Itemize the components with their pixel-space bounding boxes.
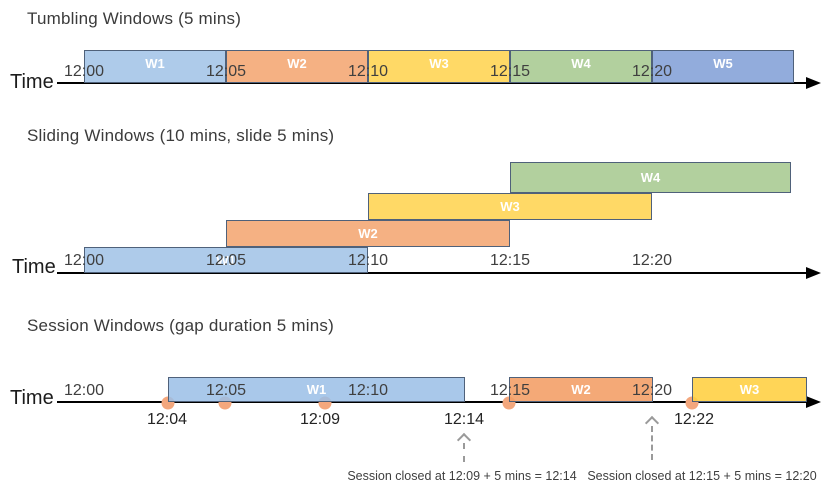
tumbling-timeline [57, 82, 807, 84]
tumbling-tick-1205: 12:05 [205, 63, 247, 80]
dashed-callout-line [651, 426, 653, 460]
window-label: W3 [429, 56, 449, 71]
sliding-timeline [57, 272, 807, 274]
sliding-window-w1: W1 [84, 247, 368, 273]
window-label: W2 [571, 382, 591, 397]
session-window-w1: W1 [168, 377, 465, 402]
sliding-tick-1215: 12:15 [489, 252, 531, 269]
tumbling-tick-1210: 12:10 [347, 63, 389, 80]
sliding-time-axis-label: Time [12, 256, 56, 278]
sliding-tick-1210: 12:10 [347, 252, 389, 269]
sliding-tick-1205: 12:05 [205, 252, 247, 269]
tumbling-tick-1215: 12:15 [489, 63, 531, 80]
window-label: W4 [571, 56, 591, 71]
window-label: W1 [145, 56, 165, 71]
tumbling-window-w1: W1 [84, 50, 226, 83]
session-window-w3: W3 [692, 377, 807, 402]
session-tick-1215: 12:15 [489, 382, 531, 399]
event-label-1204: 12:04 [146, 411, 188, 428]
tumbling-window-w2: W2 [226, 50, 368, 83]
window-label: W5 [713, 56, 733, 71]
dashed-callout-line [463, 443, 465, 462]
session-time-axis-label: Time [10, 387, 54, 409]
window-label: W1 [216, 252, 236, 268]
session-timeline [57, 401, 807, 403]
session-tick-1200: 12:00 [63, 382, 105, 399]
sliding-timeline-arrowhead-icon [806, 267, 821, 279]
session-tick-1205: 12:05 [205, 382, 247, 399]
tumbling-window-w5: W5 [652, 50, 794, 83]
sliding-window-w3: W3 [368, 193, 652, 220]
sliding-window-w4: W4 [510, 162, 791, 193]
window-label: W3 [500, 199, 520, 214]
tumbling-tick-1220: 12:20 [631, 63, 673, 80]
window-label: W4 [640, 170, 661, 185]
window-label: W1 [306, 382, 327, 397]
session-window-w2: W2 [509, 377, 653, 402]
sliding-window-w2: W2 [226, 220, 510, 247]
sliding-section-title: Sliding Windows (10 mins, slide 5 mins) [27, 126, 335, 145]
event-label-1222: 12:22 [673, 411, 715, 428]
tumbling-section-title: Tumbling Windows (5 mins) [27, 9, 242, 28]
event-label-1214: 12:14 [443, 411, 485, 428]
session-tick-1220: 12:20 [631, 382, 673, 399]
tumbling-window-w3: W3 [368, 50, 510, 83]
tumbling-timeline-arrowhead-icon [806, 77, 821, 89]
session-closed-annotation-2: Session closed at 12:15 + 5 mins = 12:20 [587, 469, 817, 483]
window-label: W2 [287, 56, 307, 71]
event-label-1209: 12:09 [299, 411, 341, 428]
session-closed-annotation-1: Session closed at 12:09 + 5 mins = 12:14 [347, 469, 577, 483]
tumbling-tick-1200: 12:00 [63, 63, 105, 80]
session-section-title: Session Windows (gap duration 5 mins) [27, 316, 334, 335]
tumbling-time-axis-label: Time [10, 71, 54, 93]
session-tick-1210: 12:10 [347, 382, 389, 399]
tumbling-window-w4: W4 [510, 50, 652, 83]
window-label: W3 [739, 382, 760, 397]
sliding-tick-1220: 12:20 [631, 252, 673, 269]
window-label: W2 [358, 226, 378, 241]
sliding-tick-1200: 12:00 [63, 252, 105, 269]
session-timeline-arrowhead-icon [806, 396, 821, 408]
